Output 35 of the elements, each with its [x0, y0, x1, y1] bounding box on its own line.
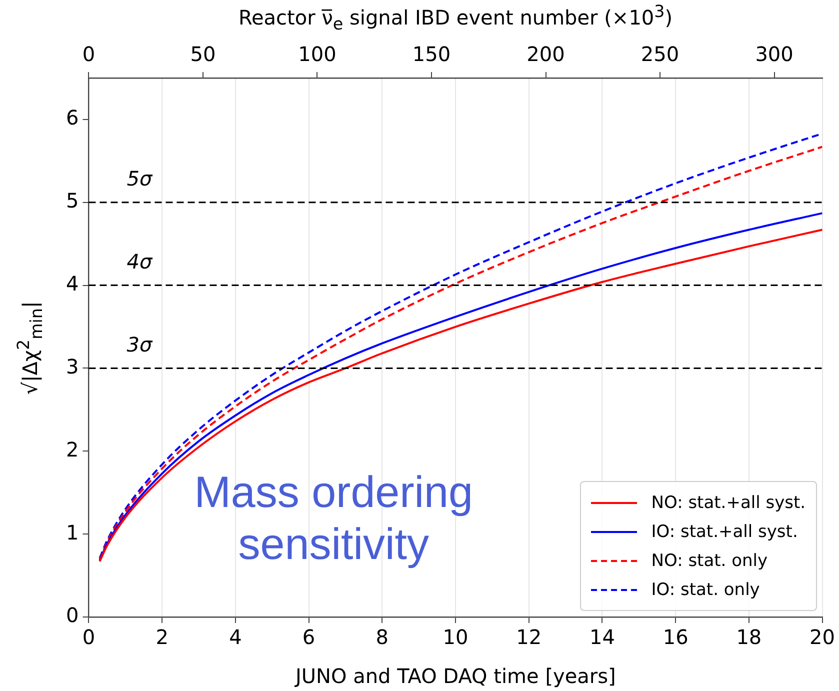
- x-tick-label: 6: [302, 625, 316, 650]
- y-tick-label: 2: [66, 437, 79, 462]
- y-tick-label: 6: [66, 106, 79, 130]
- x-tick-label: 12: [516, 625, 542, 650]
- y-tick-label: 3: [66, 354, 79, 378]
- x2-tick-label: 200: [526, 42, 565, 66]
- x-tick-label: 16: [662, 625, 688, 650]
- legend-label: NO: stat.+all syst.: [651, 492, 806, 512]
- x2-tick-label: 300: [755, 42, 794, 66]
- x-tick-label: 4: [229, 625, 242, 650]
- legend-label: IO: stat. only: [651, 580, 760, 600]
- annotation: Mass ordering sensitivity: [194, 467, 473, 571]
- ref-line-label: 5σ: [126, 166, 154, 191]
- x-tick-label: 2: [156, 625, 168, 650]
- x-tick-label: 8: [376, 625, 389, 650]
- ref-line-label: 3σ: [126, 332, 154, 356]
- y-tick-label: 5: [66, 188, 79, 213]
- y-tick-label: 1: [66, 520, 79, 544]
- x2-axis-title: Reactor ν̅$_{e}$ signal IBD event number (×10$^{3}$): [238, 2, 673, 34]
- legend-label: IO: stat.+all syst.: [651, 522, 798, 542]
- x2-tick-label: 150: [412, 42, 451, 66]
- x-tick-label: 20: [810, 625, 835, 650]
- y-tick-label: 0: [66, 603, 79, 628]
- legend-label: NO: stat. only: [651, 550, 768, 570]
- ref-line-label: 4σ: [126, 250, 154, 274]
- x2-tick-label: 250: [640, 42, 680, 66]
- x-tick-label: 0: [82, 625, 96, 650]
- x-tick-label: 14: [589, 625, 615, 650]
- x2-tick-label: 0: [82, 42, 96, 66]
- x2-tick-label: 50: [190, 42, 216, 66]
- x-tick-label: 10: [442, 625, 468, 650]
- x2-tick-label: 100: [298, 42, 336, 66]
- x-tick-label: 18: [736, 625, 762, 650]
- x-axis-title: JUNO and TAO DAQ time [years]: [296, 664, 616, 688]
- y-tick-label: 4: [66, 272, 79, 296]
